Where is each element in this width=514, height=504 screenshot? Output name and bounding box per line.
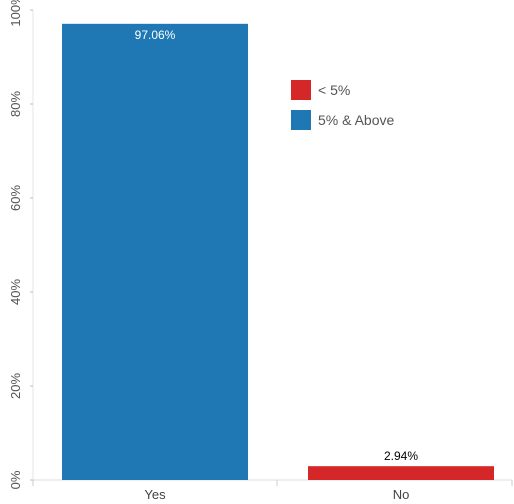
y-tick-label: 0% (8, 470, 23, 489)
bar-value-label: 97.06% (135, 28, 176, 42)
y-tick-label: 40% (8, 279, 23, 305)
legend-swatch (291, 110, 311, 130)
legend-swatch (291, 80, 311, 100)
bar-value-label: 2.94% (384, 449, 418, 463)
bar-yes (62, 23, 248, 481)
y-tick-label: 100% (8, 0, 23, 27)
legend-label: < 5% (318, 82, 350, 98)
bar-no (308, 466, 494, 480)
y-tick-label: 80% (8, 91, 23, 117)
x-category-label: Yes (144, 487, 166, 502)
x-category-label: No (393, 487, 410, 502)
legend-label: 5% & Above (318, 112, 394, 128)
y-tick-label: 60% (8, 185, 23, 211)
y-tick-label: 20% (8, 373, 23, 399)
